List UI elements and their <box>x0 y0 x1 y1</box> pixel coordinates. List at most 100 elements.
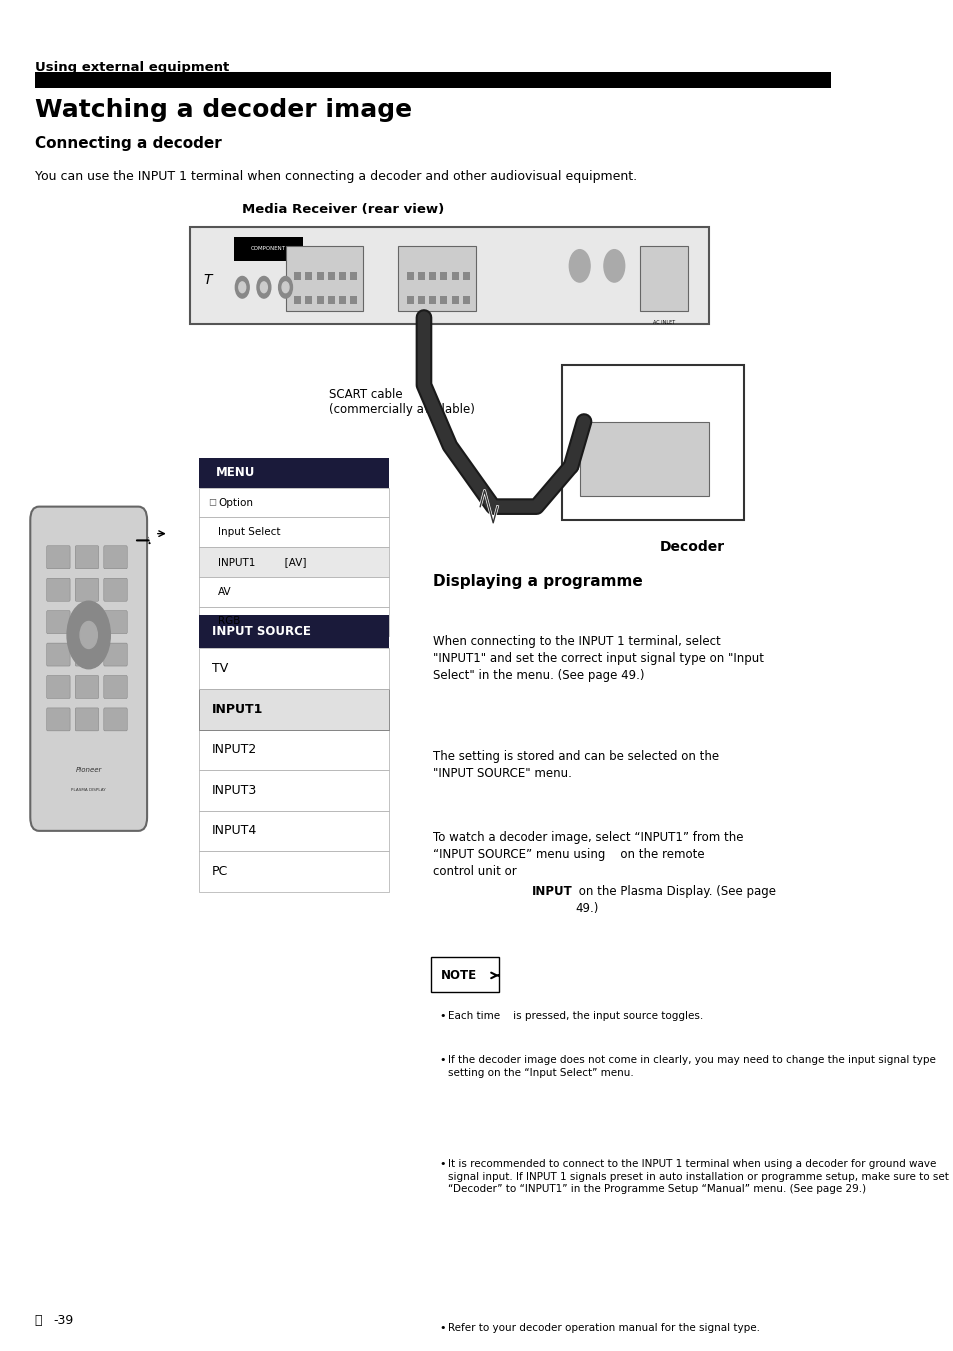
FancyBboxPatch shape <box>639 246 687 311</box>
FancyBboxPatch shape <box>417 296 424 304</box>
Text: Using external equipment: Using external equipment <box>34 61 229 74</box>
Circle shape <box>235 277 249 299</box>
FancyBboxPatch shape <box>462 296 469 304</box>
FancyBboxPatch shape <box>305 296 312 304</box>
FancyBboxPatch shape <box>75 546 98 569</box>
Circle shape <box>569 250 590 282</box>
FancyBboxPatch shape <box>199 577 389 607</box>
Text: on the Plasma Display. (See page
49.): on the Plasma Display. (See page 49.) <box>575 885 776 915</box>
Circle shape <box>67 601 111 669</box>
Text: PC: PC <box>212 865 228 878</box>
FancyBboxPatch shape <box>199 488 389 517</box>
FancyBboxPatch shape <box>104 578 127 601</box>
Text: •: • <box>439 1159 446 1169</box>
Text: INPUT4: INPUT4 <box>212 824 257 838</box>
FancyBboxPatch shape <box>451 272 458 280</box>
FancyBboxPatch shape <box>75 676 98 698</box>
FancyBboxPatch shape <box>199 517 389 547</box>
Text: NOTE: NOTE <box>441 969 476 982</box>
FancyBboxPatch shape <box>199 811 389 851</box>
FancyBboxPatch shape <box>47 643 70 666</box>
FancyBboxPatch shape <box>104 611 127 634</box>
Text: INPUT3: INPUT3 <box>212 784 257 797</box>
Text: INPUT1: INPUT1 <box>212 703 263 716</box>
FancyBboxPatch shape <box>34 72 830 88</box>
FancyBboxPatch shape <box>47 546 70 569</box>
FancyBboxPatch shape <box>47 708 70 731</box>
FancyBboxPatch shape <box>285 246 363 311</box>
FancyBboxPatch shape <box>199 770 389 811</box>
FancyBboxPatch shape <box>451 296 458 304</box>
FancyBboxPatch shape <box>104 643 127 666</box>
Text: Connecting a decoder: Connecting a decoder <box>34 136 221 151</box>
FancyBboxPatch shape <box>294 296 301 304</box>
Text: Option: Option <box>218 497 253 508</box>
Text: PLASMA DISPLAY: PLASMA DISPLAY <box>71 789 106 792</box>
FancyBboxPatch shape <box>75 578 98 601</box>
FancyBboxPatch shape <box>199 615 389 648</box>
FancyBboxPatch shape <box>104 708 127 731</box>
FancyBboxPatch shape <box>75 643 98 666</box>
FancyBboxPatch shape <box>294 272 301 280</box>
FancyBboxPatch shape <box>462 272 469 280</box>
Text: Decoder: Decoder <box>659 540 724 554</box>
FancyBboxPatch shape <box>199 547 389 577</box>
FancyBboxPatch shape <box>429 296 436 304</box>
Text: Pioneer: Pioneer <box>75 767 102 773</box>
FancyBboxPatch shape <box>316 296 323 304</box>
FancyBboxPatch shape <box>47 578 70 601</box>
Text: The setting is stored and can be selected on the
"INPUT SOURCE" menu.: The setting is stored and can be selecte… <box>432 750 718 780</box>
Text: If the decoder image does not come in clearly, you may need to change the input : If the decoder image does not come in cl… <box>448 1055 935 1078</box>
FancyBboxPatch shape <box>429 272 436 280</box>
FancyBboxPatch shape <box>47 611 70 634</box>
FancyBboxPatch shape <box>104 546 127 569</box>
FancyBboxPatch shape <box>562 365 743 520</box>
Text: ◻: ◻ <box>208 497 215 508</box>
FancyBboxPatch shape <box>199 730 389 770</box>
Text: TV: TV <box>212 662 228 676</box>
FancyBboxPatch shape <box>233 236 302 261</box>
FancyBboxPatch shape <box>431 957 498 992</box>
Text: •: • <box>439 1055 446 1065</box>
Text: AV: AV <box>218 586 232 597</box>
Text: •: • <box>439 1011 446 1020</box>
FancyBboxPatch shape <box>328 272 335 280</box>
Text: -39: -39 <box>53 1313 73 1327</box>
FancyBboxPatch shape <box>440 296 447 304</box>
Circle shape <box>256 277 271 299</box>
Text: Displaying a programme: Displaying a programme <box>432 574 641 589</box>
FancyBboxPatch shape <box>104 676 127 698</box>
Text: T: T <box>203 273 212 288</box>
FancyBboxPatch shape <box>199 458 389 488</box>
Text: AC INLET: AC INLET <box>653 320 675 326</box>
Text: COMPONENT: COMPONENT <box>251 246 286 251</box>
Text: RGB: RGB <box>218 616 240 627</box>
Text: Input Select: Input Select <box>218 527 280 538</box>
Text: Watching a decoder image: Watching a decoder image <box>34 97 412 122</box>
FancyBboxPatch shape <box>406 272 414 280</box>
FancyBboxPatch shape <box>328 296 335 304</box>
FancyBboxPatch shape <box>316 272 323 280</box>
Circle shape <box>260 282 267 293</box>
FancyBboxPatch shape <box>350 296 357 304</box>
Circle shape <box>282 282 289 293</box>
FancyBboxPatch shape <box>30 507 147 831</box>
FancyBboxPatch shape <box>191 227 709 324</box>
FancyBboxPatch shape <box>339 272 346 280</box>
Text: You can use the INPUT 1 terminal when connecting a decoder and other audiovisual: You can use the INPUT 1 terminal when co… <box>34 170 636 184</box>
FancyBboxPatch shape <box>579 422 709 496</box>
Circle shape <box>603 250 624 282</box>
FancyBboxPatch shape <box>440 272 447 280</box>
Text: When connecting to the INPUT 1 terminal, select
"INPUT1" and set the correct inp: When connecting to the INPUT 1 terminal,… <box>432 635 762 682</box>
FancyBboxPatch shape <box>406 296 414 304</box>
Circle shape <box>150 517 171 550</box>
FancyBboxPatch shape <box>397 246 476 311</box>
FancyBboxPatch shape <box>47 676 70 698</box>
Text: Refer to your decoder operation manual for the signal type.: Refer to your decoder operation manual f… <box>448 1323 760 1332</box>
Text: SCART cable
(commercially available): SCART cable (commercially available) <box>329 388 475 416</box>
FancyBboxPatch shape <box>75 708 98 731</box>
FancyBboxPatch shape <box>417 272 424 280</box>
FancyBboxPatch shape <box>199 851 389 892</box>
Text: Media Receiver (rear view): Media Receiver (rear view) <box>242 203 444 216</box>
Circle shape <box>80 621 97 648</box>
